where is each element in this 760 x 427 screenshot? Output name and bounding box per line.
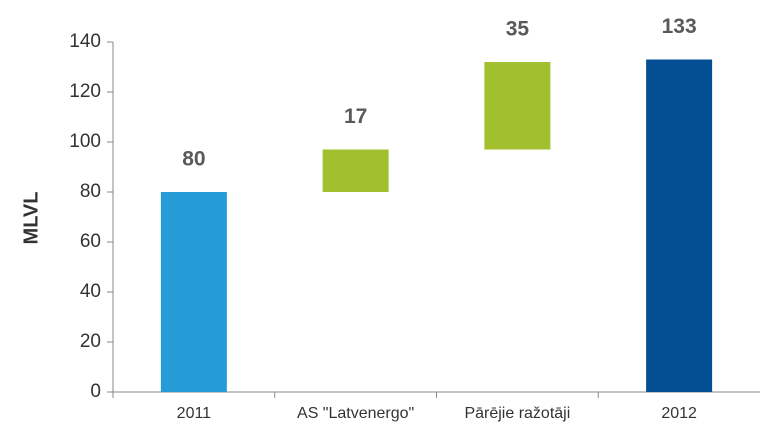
value-label: 133 [662, 15, 697, 38]
y-tick-label: 60 [80, 231, 101, 252]
bar [160, 192, 227, 392]
y-tick-label: 80 [80, 181, 101, 202]
x-tick-label: 2011 [177, 405, 212, 422]
bar [484, 62, 551, 150]
bar [322, 149, 389, 192]
value-label: 35 [506, 18, 530, 41]
y-tick-label: 140 [69, 31, 101, 52]
x-tick-label: 2012 [661, 405, 697, 422]
value-label: 17 [344, 105, 367, 128]
y-tick-label: 20 [80, 331, 101, 352]
value-label: 80 [182, 148, 205, 171]
y-axis-label: MLVL [20, 192, 42, 245]
bar [646, 59, 713, 392]
y-tick-label: 120 [69, 81, 101, 102]
x-tick-label: Pārējie ražotāji [464, 405, 570, 422]
x-tick-label: AS "Latvenergo" [297, 405, 414, 422]
y-tick-label: 0 [90, 381, 101, 402]
y-tick-label: 100 [69, 131, 101, 152]
y-tick-label: 40 [80, 281, 101, 302]
